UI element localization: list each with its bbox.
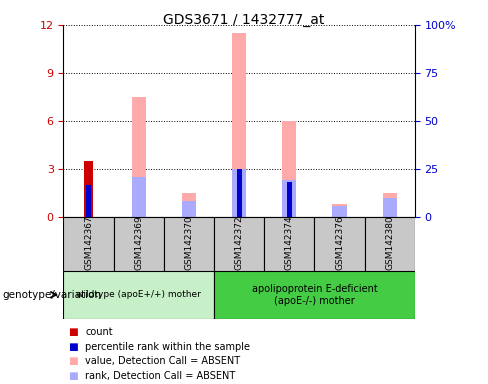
Bar: [182, 193, 196, 217]
Bar: [63, 271, 214, 319]
Bar: [282, 180, 296, 217]
Bar: [332, 206, 346, 217]
Text: GSM142367: GSM142367: [84, 215, 93, 270]
Bar: [287, 182, 292, 217]
Text: GSM142369: GSM142369: [134, 215, 143, 270]
Bar: [282, 121, 296, 217]
Bar: [164, 217, 214, 271]
Bar: [86, 185, 91, 217]
Bar: [232, 169, 246, 217]
Bar: [132, 177, 146, 217]
Text: count: count: [85, 327, 113, 337]
Text: rank, Detection Call = ABSENT: rank, Detection Call = ABSENT: [85, 371, 236, 381]
Bar: [214, 271, 415, 319]
Text: GSM142376: GSM142376: [335, 215, 344, 270]
Bar: [232, 33, 246, 217]
Text: ■: ■: [68, 342, 78, 352]
Bar: [84, 161, 93, 217]
Text: wildtype (apoE+/+) mother: wildtype (apoE+/+) mother: [76, 290, 201, 299]
Bar: [332, 204, 346, 217]
Bar: [114, 217, 164, 271]
Text: GSM142380: GSM142380: [385, 215, 394, 270]
Text: GSM142374: GSM142374: [285, 215, 294, 270]
Bar: [132, 97, 146, 217]
Bar: [63, 217, 114, 271]
Bar: [365, 217, 415, 271]
Text: ■: ■: [68, 371, 78, 381]
Bar: [314, 217, 365, 271]
Text: apolipoprotein E-deficient
(apoE-/-) mother: apolipoprotein E-deficient (apoE-/-) mot…: [251, 284, 377, 306]
Text: value, Detection Call = ABSENT: value, Detection Call = ABSENT: [85, 356, 241, 366]
Bar: [237, 169, 242, 217]
Bar: [383, 198, 397, 217]
Text: ■: ■: [68, 327, 78, 337]
Bar: [182, 201, 196, 217]
Bar: [383, 193, 397, 217]
Bar: [214, 217, 264, 271]
Text: genotype/variation: genotype/variation: [2, 290, 102, 300]
Text: GDS3671 / 1432777_at: GDS3671 / 1432777_at: [163, 13, 325, 27]
Text: percentile rank within the sample: percentile rank within the sample: [85, 342, 250, 352]
Bar: [264, 217, 314, 271]
Text: GSM142370: GSM142370: [184, 215, 193, 270]
Text: GSM142372: GSM142372: [235, 215, 244, 270]
Text: ■: ■: [68, 356, 78, 366]
